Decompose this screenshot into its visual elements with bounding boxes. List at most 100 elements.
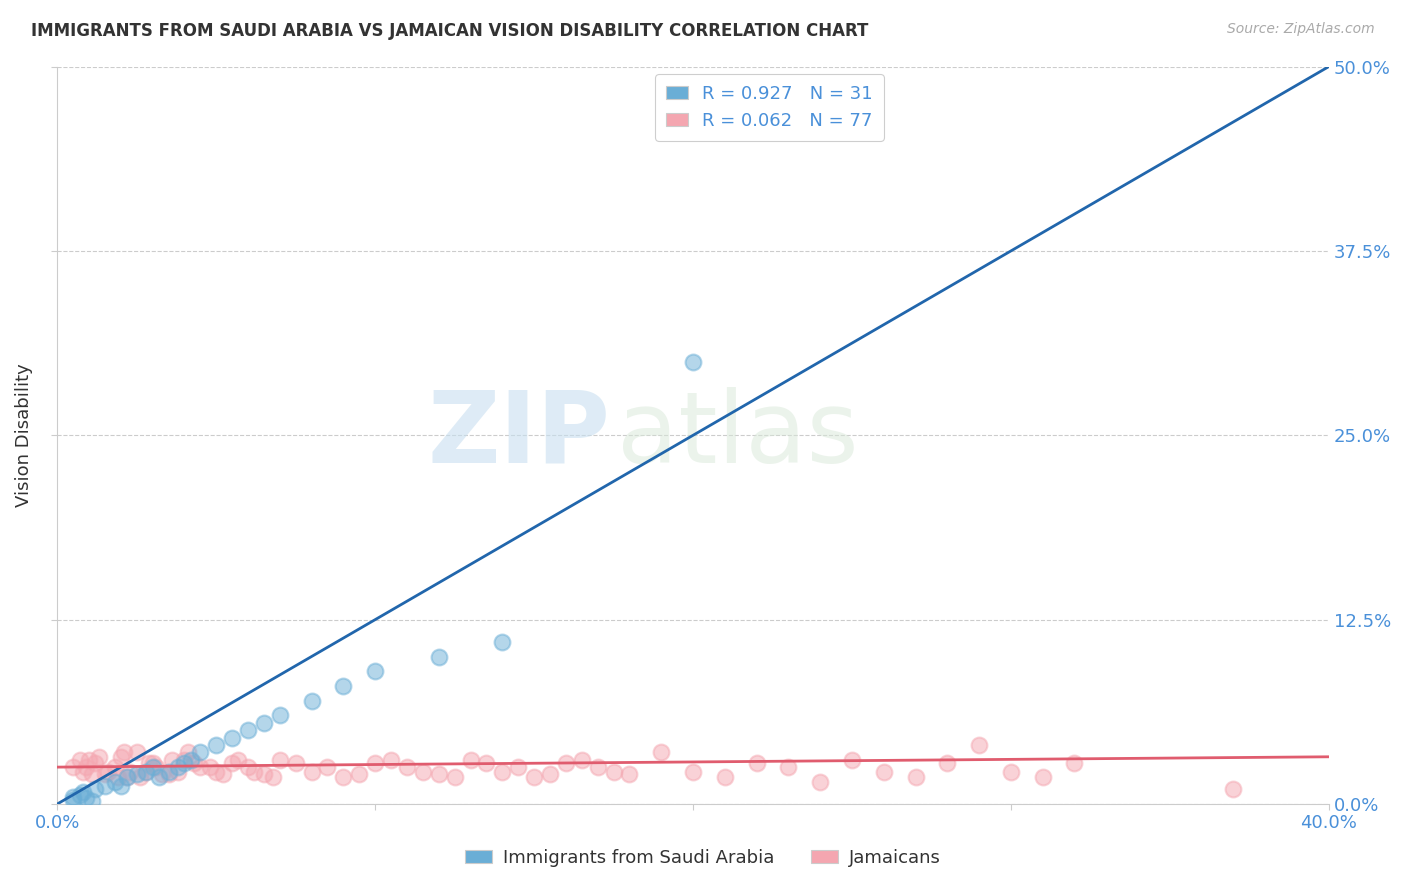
Point [395, 760, 418, 774]
Point [115, 771, 138, 785]
Text: IMMIGRANTS FROM SAUDI ARABIA VS JAMAICAN VISION DISABILITY CORRELATION CHART: IMMIGRANTS FROM SAUDI ARABIA VS JAMAICAN… [31, 22, 869, 40]
Point [714, 771, 737, 785]
Point [77, 753, 100, 767]
Point [75, 760, 97, 774]
Point [150, 767, 173, 781]
Point [135, 764, 157, 779]
Point [87, 749, 110, 764]
Point [148, 771, 170, 785]
Point [94, 779, 117, 793]
Point [427, 767, 450, 781]
Point [427, 649, 450, 664]
Point [269, 753, 291, 767]
Point [72, 785, 94, 799]
Point [82, 794, 104, 808]
Point [508, 760, 530, 774]
Point [167, 764, 190, 779]
Point [69, 753, 91, 767]
Point [1032, 771, 1054, 785]
Point [112, 745, 135, 759]
Point [253, 715, 276, 730]
Point [491, 764, 513, 779]
Point [62, 760, 84, 774]
Point [221, 731, 243, 745]
Point [904, 771, 927, 785]
Text: atlas: atlas [617, 387, 859, 483]
Point [173, 753, 195, 767]
Point [142, 756, 165, 770]
Text: ZIP: ZIP [427, 387, 610, 483]
Point [936, 756, 959, 770]
Point [778, 760, 800, 774]
Point [145, 760, 167, 774]
Point [62, 792, 84, 806]
Point [120, 764, 142, 779]
Point [243, 764, 266, 779]
Point [82, 767, 104, 781]
Point [188, 745, 211, 759]
Point [125, 767, 148, 781]
Point [1222, 782, 1244, 797]
Point [107, 771, 129, 785]
Point [808, 775, 831, 789]
Point [460, 753, 482, 767]
Point [160, 753, 183, 767]
Point [103, 775, 125, 789]
Point [571, 753, 593, 767]
Point [157, 767, 180, 781]
Point [269, 708, 291, 723]
Point [125, 745, 148, 759]
Point [491, 634, 513, 648]
Point [198, 760, 221, 774]
Point [142, 760, 165, 774]
Point [364, 665, 387, 679]
Point [180, 753, 202, 767]
Point [332, 771, 354, 785]
Point [75, 791, 97, 805]
Point [69, 788, 91, 802]
Point [523, 771, 546, 785]
Point [211, 767, 233, 781]
Point [176, 745, 198, 759]
Point [682, 354, 704, 368]
Point [135, 764, 157, 779]
Point [188, 760, 211, 774]
Point [602, 764, 624, 779]
Point [262, 771, 284, 785]
Point [205, 738, 228, 752]
Point [167, 760, 190, 774]
Point [841, 753, 863, 767]
Point [94, 767, 117, 781]
Point [1000, 764, 1022, 779]
Point [745, 756, 768, 770]
Point [183, 756, 205, 770]
Point [84, 782, 107, 797]
Point [586, 760, 609, 774]
Legend: Immigrants from Saudi Arabia, Jamaicans: Immigrants from Saudi Arabia, Jamaicans [458, 842, 948, 874]
Point [110, 749, 132, 764]
Point [301, 764, 323, 779]
Point [173, 756, 195, 770]
Point [110, 779, 132, 793]
Point [301, 694, 323, 708]
Point [332, 679, 354, 693]
Point [157, 764, 180, 779]
Point [284, 756, 307, 770]
Point [650, 745, 672, 759]
Point [72, 764, 94, 779]
Point [619, 767, 641, 781]
Point [349, 767, 371, 781]
Point [129, 771, 152, 785]
Point [221, 756, 243, 770]
Point [62, 789, 84, 804]
Point [967, 738, 990, 752]
Point [253, 767, 276, 781]
Point [682, 764, 704, 779]
Y-axis label: Vision Disability: Vision Disability [15, 363, 32, 508]
Point [84, 756, 107, 770]
Point [228, 753, 250, 767]
Point [115, 771, 138, 785]
Point [97, 764, 120, 779]
Point [236, 723, 259, 738]
Legend: R = 0.927   N = 31, R = 0.062   N = 77: R = 0.927 N = 31, R = 0.062 N = 77 [655, 74, 883, 141]
